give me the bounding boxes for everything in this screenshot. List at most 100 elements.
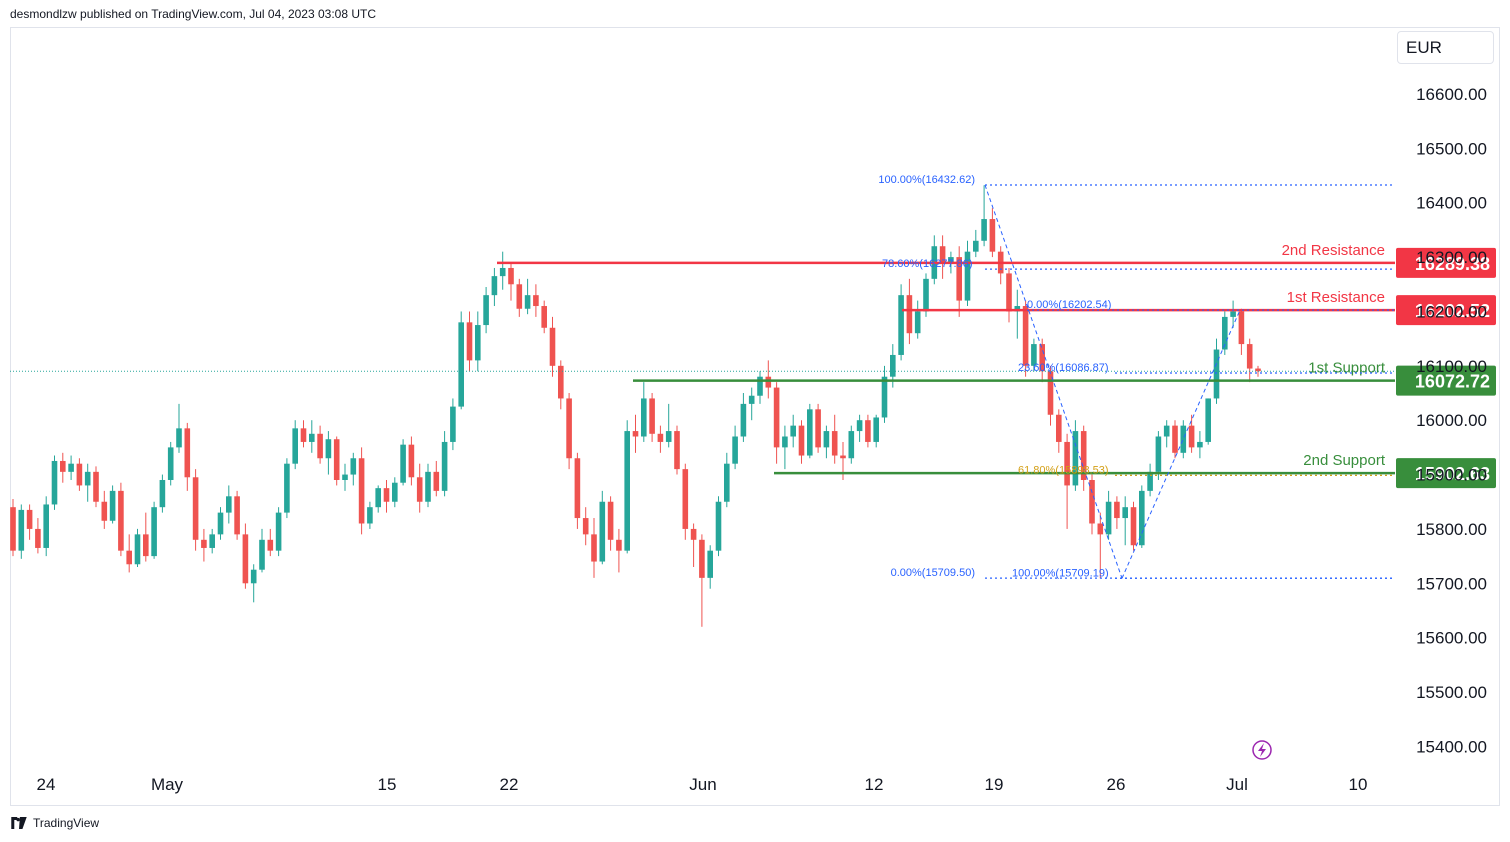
candle xyxy=(848,425,855,464)
time-tick-label: Jul xyxy=(1226,775,1248,794)
candle xyxy=(881,365,888,423)
candle-body xyxy=(491,276,498,296)
support-price-value: 15902.63 xyxy=(1415,464,1490,484)
candle-body xyxy=(416,477,423,502)
price-axis: 16600.00 16500.00 16400.00 16300.00 16200.00… xyxy=(1416,85,1487,756)
candle xyxy=(143,512,149,562)
candle xyxy=(1056,409,1062,453)
candle-body xyxy=(773,387,780,448)
price-tick-label: 15900.00 xyxy=(1416,466,1487,485)
candle xyxy=(665,403,672,448)
candle xyxy=(76,458,83,491)
candle xyxy=(1031,338,1037,372)
candle-body xyxy=(1064,441,1070,486)
candle-body xyxy=(1205,398,1211,442)
candle xyxy=(914,300,921,339)
candle xyxy=(367,501,373,529)
candle-body xyxy=(624,431,630,551)
candle xyxy=(732,425,738,470)
candle xyxy=(18,504,25,559)
lightning-icon[interactable] xyxy=(1252,740,1272,760)
candle xyxy=(151,501,157,559)
candle xyxy=(1246,338,1253,383)
candle-body xyxy=(607,501,614,540)
candle-body xyxy=(782,436,788,448)
candle xyxy=(699,534,705,627)
candle xyxy=(1205,398,1211,445)
candle-body xyxy=(201,539,207,548)
candle xyxy=(558,360,564,410)
candle xyxy=(499,251,506,290)
time-axis: 24 May 15 22 Jun 12 19 26 Jul 10 xyxy=(37,775,1368,794)
candle-body xyxy=(807,409,813,456)
candle xyxy=(1197,431,1203,459)
tradingview-logo-icon xyxy=(11,817,27,829)
candle-body xyxy=(333,439,340,480)
fib-level-label: 0.00%(15709.50) xyxy=(891,567,975,579)
candle-body xyxy=(1047,371,1054,415)
candle-body xyxy=(1031,344,1037,366)
candle-body xyxy=(176,428,182,448)
candle xyxy=(757,371,763,404)
candle xyxy=(234,490,240,540)
candle-body xyxy=(582,518,589,535)
candle-body xyxy=(923,278,929,312)
candle xyxy=(1097,512,1104,579)
candle xyxy=(60,452,66,483)
candle-body xyxy=(956,257,962,301)
time-tick-label: 19 xyxy=(985,775,1004,794)
price-tick-label: 15500.00 xyxy=(1416,683,1487,702)
candle-body xyxy=(441,441,448,491)
candle-body xyxy=(674,431,680,470)
candle xyxy=(508,262,514,301)
currency-selector[interactable]: EUR xyxy=(1397,31,1494,64)
support-label: 2nd Support xyxy=(1303,452,1386,469)
candle-body xyxy=(574,458,581,519)
candle-body xyxy=(616,539,622,551)
candle-body xyxy=(317,433,323,459)
candle xyxy=(26,504,33,540)
candle-body xyxy=(524,295,531,309)
candle xyxy=(51,455,58,510)
candle xyxy=(997,246,1004,285)
candle-body xyxy=(649,398,655,434)
candle xyxy=(989,208,996,258)
time-tick-label: 12 xyxy=(865,775,884,794)
candle xyxy=(1014,289,1021,339)
candle-body xyxy=(1122,507,1128,519)
candle xyxy=(93,466,99,508)
candle xyxy=(773,382,780,464)
candle xyxy=(973,229,979,258)
price-tick-label: 16300.00 xyxy=(1416,248,1487,267)
candle xyxy=(275,507,282,557)
candle-body xyxy=(765,376,772,388)
candle-body xyxy=(591,534,597,562)
candle xyxy=(1064,433,1070,529)
candle xyxy=(1022,300,1029,377)
support-price-value: 16072.72 xyxy=(1415,372,1490,392)
time-tick-label: 26 xyxy=(1107,775,1126,794)
time-tick-label: 15 xyxy=(378,775,397,794)
candle xyxy=(1006,267,1012,323)
candle-body xyxy=(1246,344,1253,369)
candle-body xyxy=(1155,436,1162,472)
candle-body xyxy=(466,322,473,361)
candle-body xyxy=(10,507,16,551)
candle-body xyxy=(126,550,132,565)
candle-body xyxy=(392,482,398,502)
candle xyxy=(674,425,680,475)
candle xyxy=(350,452,357,486)
resistance-price-badge xyxy=(1396,247,1496,278)
candle-body xyxy=(1230,311,1236,317)
candle xyxy=(541,300,547,334)
candle-body xyxy=(101,501,108,521)
candle xyxy=(333,436,340,486)
candle xyxy=(242,523,249,589)
footer-brand[interactable]: TradingView xyxy=(10,816,99,830)
candle-body xyxy=(118,490,124,551)
candle xyxy=(184,422,191,491)
candle-body xyxy=(823,431,830,448)
candle-body xyxy=(43,504,49,548)
candle-body xyxy=(93,471,99,502)
